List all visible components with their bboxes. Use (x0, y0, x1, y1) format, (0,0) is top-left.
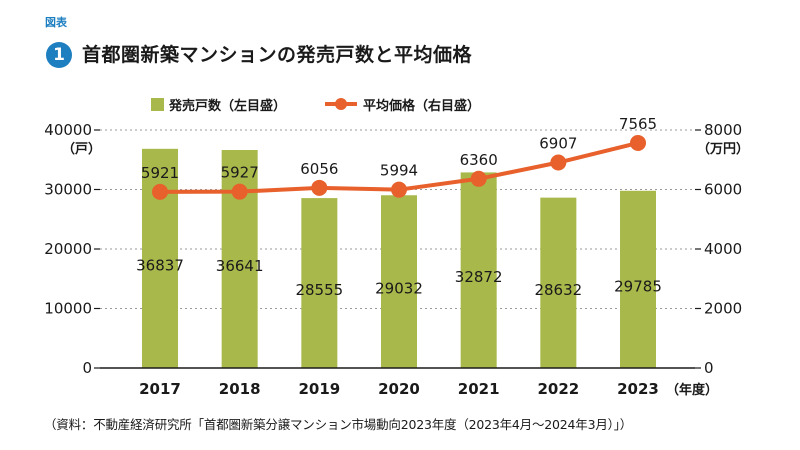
x-axis-tick-label: 2023 (617, 380, 659, 398)
price-value-label: 5921 (141, 164, 179, 182)
right-axis-unit: （万円） (697, 141, 749, 157)
left-axis-tick-label: 10000 (44, 300, 92, 318)
figure-label: 図表 (45, 16, 67, 29)
bar-value-label: 32872 (455, 268, 503, 286)
price-point (231, 183, 248, 200)
x-axis-tick-label: 2017 (139, 380, 181, 398)
bar-value-label: 29785 (614, 277, 662, 295)
bar-value-label: 36837 (136, 256, 184, 274)
legend-swatch-marker (335, 98, 347, 110)
left-axis-tick-label: 0 (82, 359, 92, 377)
x-axis-tick-label: 2018 (219, 380, 261, 398)
left-axis-tick-label: 20000 (44, 240, 92, 258)
x-axis-tick-label: 2021 (458, 380, 500, 398)
right-axis-tick-label: 0 (704, 359, 714, 377)
x-axis-tick-label: 2019 (298, 380, 340, 398)
price-point (550, 154, 567, 171)
left-axis-unit: （戸） (62, 141, 101, 157)
price-point (391, 181, 407, 198)
source-note: （資料：不動産経済研究所「首都圏新築分譲マンション市場動向2023年度（2023… (44, 417, 633, 432)
chart-title: 首都圏新築マンションの発売戸数と平均価格 (82, 44, 473, 66)
x-axis-unit: （年度） (666, 382, 718, 398)
right-axis-tick-label: 4000 (704, 240, 742, 258)
right-axis-tick-label: 6000 (704, 181, 742, 199)
bar-value-label: 28555 (295, 281, 343, 299)
right-axis-tick-label: 2000 (704, 300, 742, 318)
left-axis-tick-label: 30000 (44, 181, 92, 199)
price-point (152, 183, 168, 200)
price-value-label: 6056 (300, 160, 338, 178)
legend-label-bar: 発売戸数（左目盛） (168, 98, 286, 114)
bar-value-label: 29032 (375, 280, 423, 298)
left-axis-tick-label: 40000 (44, 121, 92, 139)
bar-value-label: 36641 (216, 257, 264, 275)
x-axis-tick-label: 2022 (537, 380, 579, 398)
price-point (311, 179, 328, 196)
price-value-label: 7565 (619, 115, 657, 133)
bar-value-label: 28632 (534, 281, 582, 299)
bar (620, 190, 656, 368)
bar (460, 172, 497, 368)
price-point (630, 134, 646, 151)
x-axis-tick-label: 2020 (378, 380, 420, 398)
figure-number-badge: 1 (46, 42, 72, 68)
legend-swatch-bar (151, 98, 164, 111)
bar (301, 198, 338, 368)
price-value-label: 5927 (221, 164, 259, 182)
right-axis-tick-label: 8000 (704, 121, 742, 139)
bar (540, 197, 577, 368)
price-value-label: 6907 (539, 135, 577, 153)
bar (381, 195, 417, 368)
price-value-label: 6360 (460, 151, 498, 169)
price-value-label: 5994 (380, 162, 418, 180)
legend-label-line: 平均価格（右目盛） (363, 98, 480, 114)
price-point (470, 170, 487, 187)
